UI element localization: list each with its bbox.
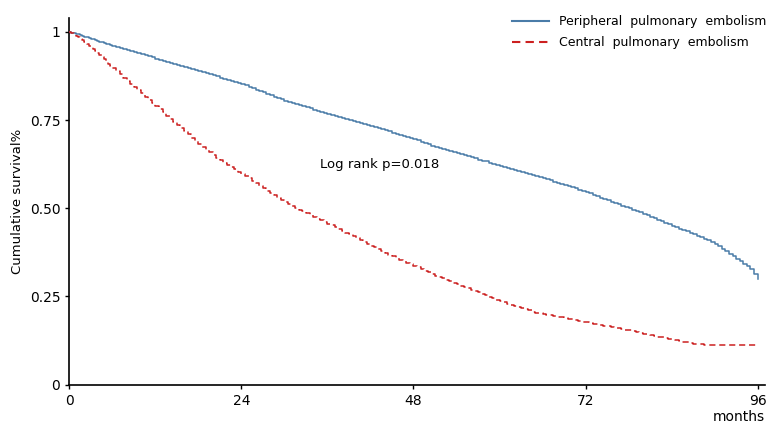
Text: months: months [712,410,765,424]
Y-axis label: Cumulative survival%: Cumulative survival% [11,129,24,274]
Legend: Peripheral  pulmonary  embolism, Central  pulmonary  embolism: Peripheral pulmonary embolism, Central p… [507,10,772,54]
Text: Log rank p=0.018: Log rank p=0.018 [321,158,439,171]
